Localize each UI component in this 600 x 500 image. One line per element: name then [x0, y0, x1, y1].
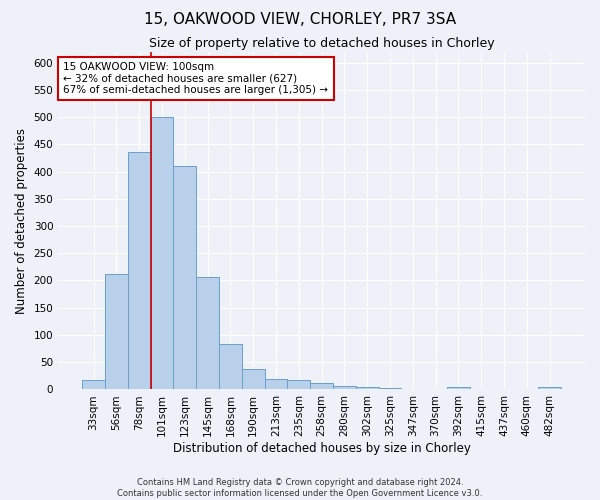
Bar	[128, 152, 151, 390]
X-axis label: Distribution of detached houses by size in Chorley: Distribution of detached houses by size …	[173, 442, 470, 455]
Bar	[219, 344, 242, 390]
Bar	[82, 380, 105, 390]
Text: Contains HM Land Registry data © Crown copyright and database right 2024.
Contai: Contains HM Land Registry data © Crown c…	[118, 478, 482, 498]
Bar	[242, 370, 265, 390]
Bar	[196, 276, 219, 390]
Bar	[173, 166, 196, 390]
Bar	[287, 380, 310, 390]
Text: 15 OAKWOOD VIEW: 100sqm
← 32% of detached houses are smaller (627)
67% of semi-d: 15 OAKWOOD VIEW: 100sqm ← 32% of detache…	[64, 62, 328, 95]
Bar	[105, 274, 128, 390]
Bar	[310, 383, 333, 390]
Bar	[379, 388, 401, 390]
Bar	[356, 386, 379, 390]
Bar	[447, 386, 470, 390]
Bar	[265, 378, 287, 390]
Title: Size of property relative to detached houses in Chorley: Size of property relative to detached ho…	[149, 38, 494, 51]
Bar	[333, 386, 356, 390]
Bar	[538, 386, 561, 390]
Y-axis label: Number of detached properties: Number of detached properties	[15, 128, 28, 314]
Text: 15, OAKWOOD VIEW, CHORLEY, PR7 3SA: 15, OAKWOOD VIEW, CHORLEY, PR7 3SA	[144, 12, 456, 28]
Bar	[151, 117, 173, 390]
